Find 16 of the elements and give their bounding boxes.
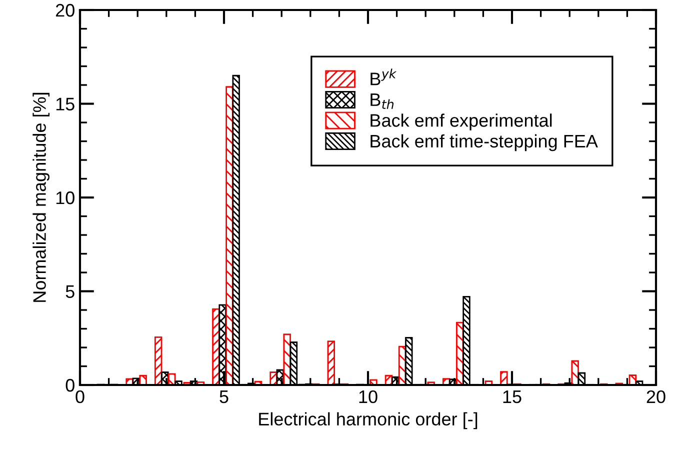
legend-label: Back emf experimental bbox=[370, 114, 552, 130]
x-tick-label: 15 bbox=[503, 390, 522, 404]
y-tick-label: 0 bbox=[66, 378, 74, 392]
x-axis-title: Electrical harmonic order [-] bbox=[259, 412, 478, 430]
y-tick-label: 15 bbox=[56, 98, 74, 110]
x-tick-label: 0 bbox=[76, 390, 84, 404]
x-tick-label: 20 bbox=[646, 390, 666, 404]
y-tick-label: 20 bbox=[56, 4, 74, 17]
legend-label: B$^{yk}$ bbox=[370, 68, 397, 86]
y-tick-label: 10 bbox=[56, 191, 74, 204]
y-axis-title: Normalized magnitude [%] bbox=[32, 92, 50, 302]
y-tick-label: 5 bbox=[66, 285, 74, 298]
x-tick-label: 5 bbox=[220, 390, 228, 404]
legend-label: Back emf time-stepping FEA bbox=[370, 134, 598, 152]
x-tick-label: 10 bbox=[359, 390, 378, 404]
legend-label: B$_{th}$ bbox=[370, 93, 394, 109]
